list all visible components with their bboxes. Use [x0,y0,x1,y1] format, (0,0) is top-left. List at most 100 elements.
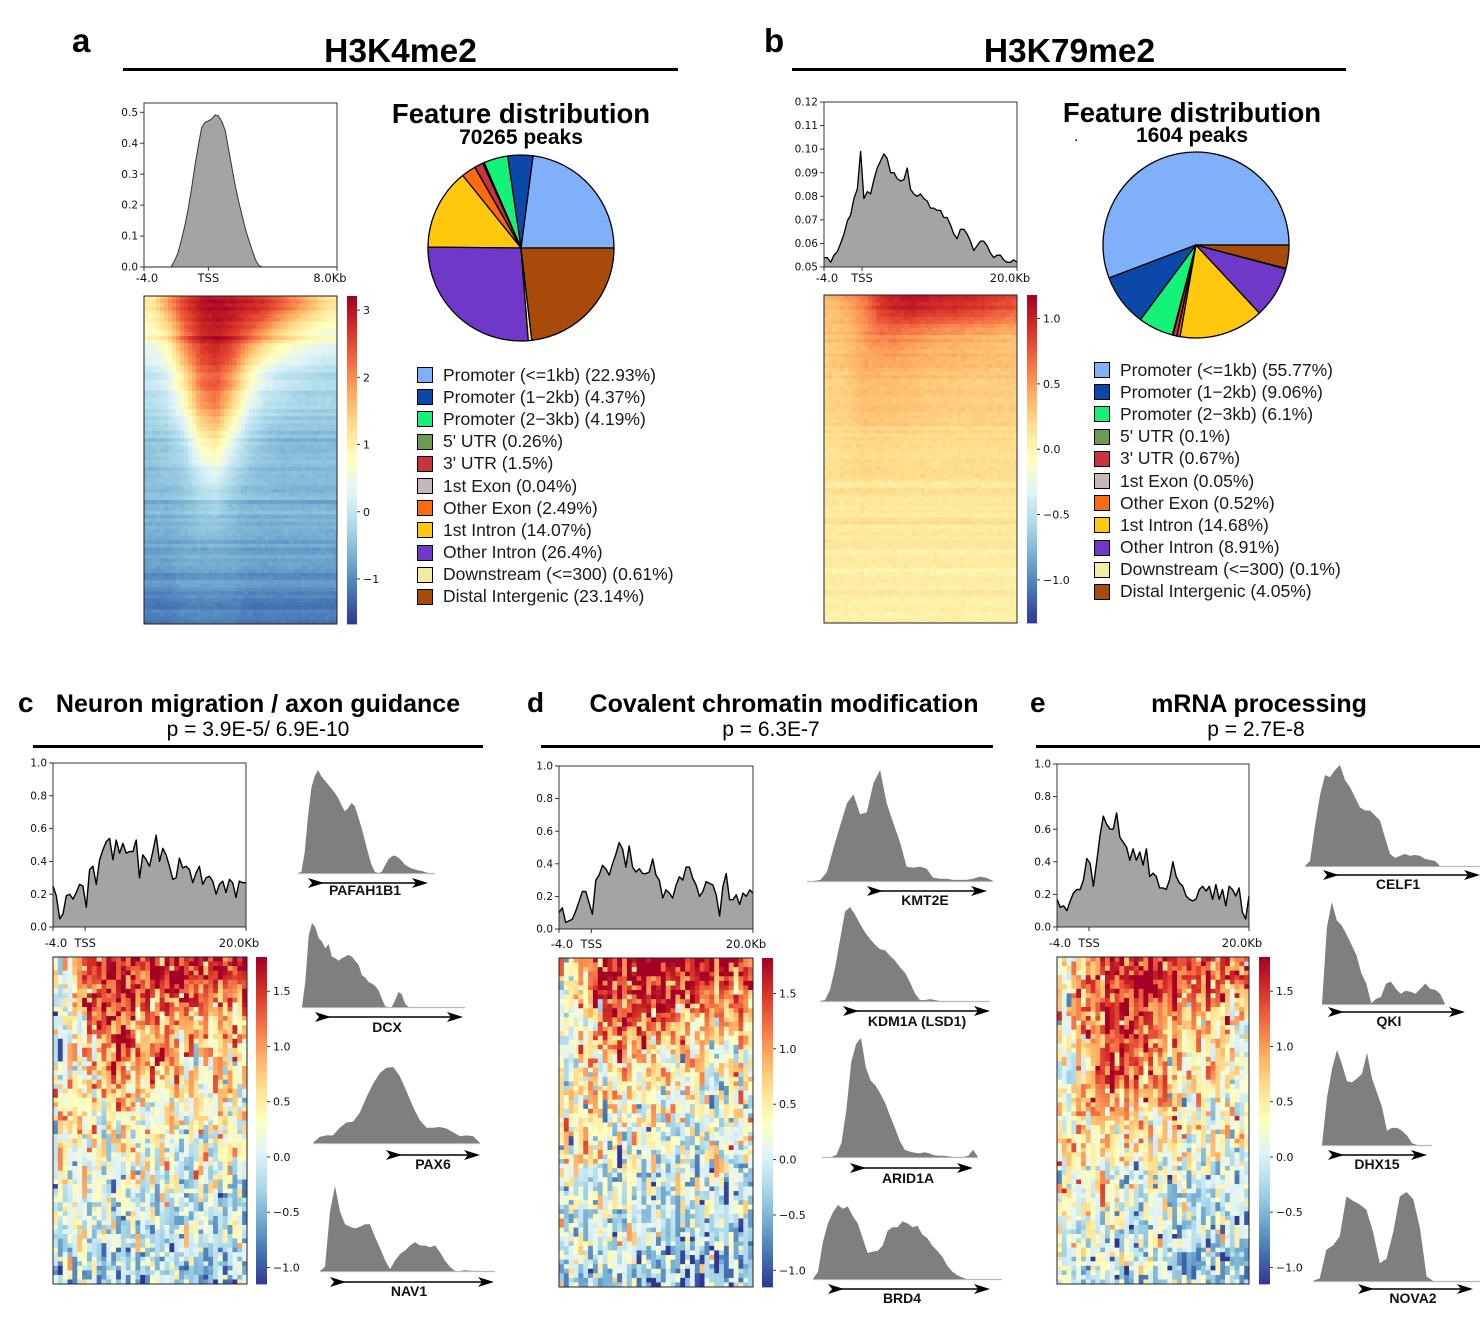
heatmap-cell [152,529,157,534]
heatmap-cell [860,309,865,314]
heatmap-cell [212,587,217,592]
heatmap-cell [932,305,937,310]
heatmap-cell [164,438,169,443]
heatmap-cell [280,496,286,501]
heatmap-cell [248,565,253,570]
heatmap-cell [328,387,334,392]
heatmap-cell [144,613,149,618]
heatmap-cell [960,324,966,329]
heatmap-cell [168,489,173,494]
heatmap-cell [188,427,193,432]
heatmap-cell [304,314,310,319]
heatmap-cell [232,569,237,574]
heatmap-cell [240,594,245,599]
heatmap-cell [316,500,322,505]
heatmap-cell [332,500,338,505]
heatmap-cell [888,309,893,314]
heatmap-cell [244,427,249,432]
heatmap-cell [332,474,338,479]
heatmap-cell [212,336,217,341]
heatmap-cell [192,332,197,337]
heatmap-cell [268,438,274,443]
heatmap-cell [284,365,290,370]
heatmap-cell [276,529,282,534]
heatmap-cell [164,576,169,581]
heatmap-cell [308,587,314,592]
heatmap-cell [256,602,261,607]
heatmap-cell [324,379,330,384]
heatmap-cell [180,398,185,403]
heatmap-cell [824,309,829,314]
heatmap-cell [324,540,330,545]
heatmap-cell [156,317,161,322]
heatmap-cell [152,594,157,599]
heatmap-cell [992,295,998,299]
heatmap-cell [304,463,310,468]
heatmap-cell [304,576,310,581]
heatmap-cell [148,613,153,618]
heatmap-cell [240,543,245,548]
heatmap-cell [192,445,197,450]
heatmap-cell [164,500,169,505]
heatmap-cell [260,347,265,352]
heatmap-cell [260,500,265,505]
heatmap-cell [240,598,245,603]
heatmap-cell [324,536,330,541]
heatmap-cell [144,336,149,341]
heatmap-cell [284,310,290,315]
heatmap-cell [244,401,249,406]
heatmap-cell [176,314,181,319]
heatmap-cell [836,309,841,314]
heatmap-cell [264,503,269,508]
heatmap-cell [184,554,189,559]
heatmap-cell [288,605,294,610]
heatmap-cell [252,310,257,315]
heatmap-cell [284,456,290,461]
heatmap-cell [156,328,161,333]
heatmap-cell [320,365,326,370]
heatmap-cell [176,474,181,479]
heatmap-cell [180,317,185,322]
heatmap-cell [316,551,322,556]
heatmap-cell [856,320,861,325]
heatmap-cell [288,423,294,428]
heatmap-cell [316,412,322,417]
heatmap-cell [152,613,157,618]
heatmap-cell [212,536,217,541]
heatmap-cell [280,569,286,574]
heatmap-cell [328,299,334,304]
heatmap-cell [176,583,181,588]
heatmap-cell [268,419,274,424]
heatmap-cell [304,434,310,439]
heatmap-cell [168,540,173,545]
heatmap-cell [332,412,338,417]
heatmap-cell [236,529,241,534]
heatmap-cell [172,562,177,567]
heatmap-cell [184,460,189,464]
colorbar-segment [347,454,357,458]
heatmap-cell [328,328,334,333]
heatmap-cell [184,507,189,512]
heatmap-cell [196,387,201,392]
heatmap-cell [328,565,334,570]
heatmap-cell [164,496,169,501]
heatmap-cell [236,361,241,366]
heatmap-cell [280,536,286,541]
heatmap-cell [192,387,197,392]
heatmap-cell [264,525,269,530]
heatmap-cell [300,416,306,421]
heatmap-cell [248,467,253,472]
heatmap-cell [252,449,257,454]
heatmap-cell [236,376,241,381]
heatmap-cell [172,423,177,428]
heatmap-cell [196,521,201,526]
heatmap-cell [236,613,241,618]
heatmap-cell [224,489,229,494]
heatmap-cell [244,492,249,497]
x-tick-label: -4.0 [136,271,158,285]
heatmap-cell [164,489,169,494]
heatmap-cell [144,347,149,352]
heatmap-cell [316,365,322,370]
heatmap-cell [180,532,185,537]
heatmap-cell [280,521,286,526]
